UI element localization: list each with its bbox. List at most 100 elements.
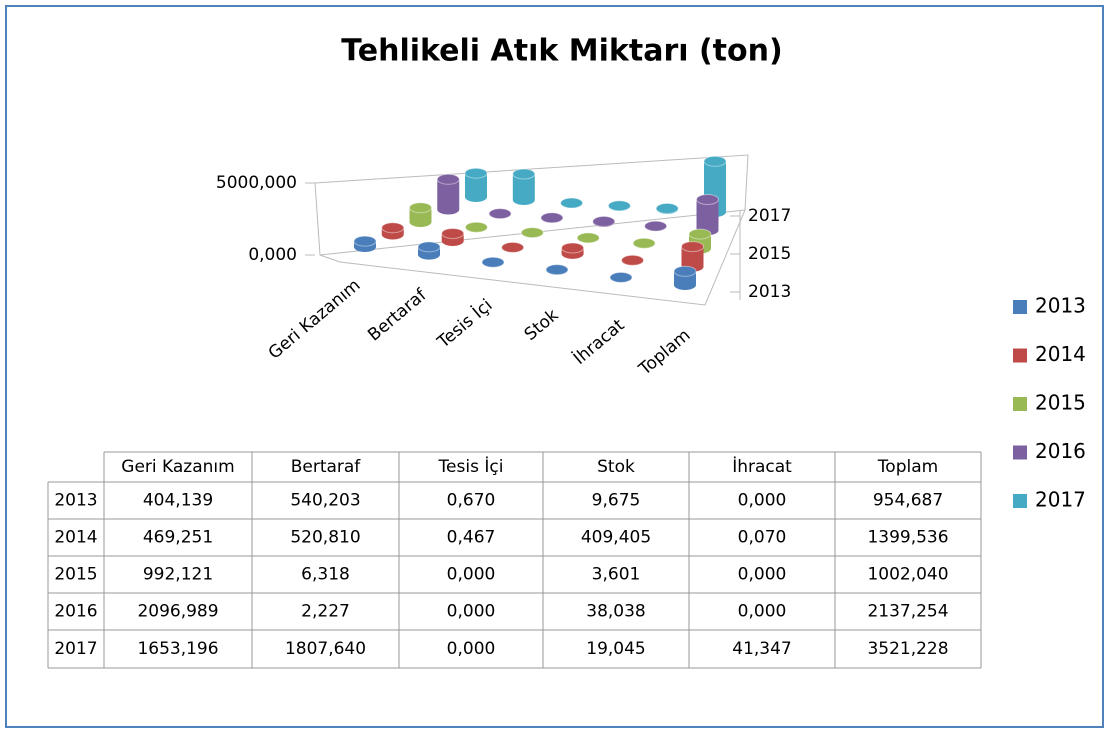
chart-title: Tehlikeli Atık Miktarı (ton) [341,34,782,69]
table-cell: 469,251 [143,528,213,548]
table-cell: 1399,536 [867,528,948,548]
cylinder-top [703,155,727,167]
cylinder [353,235,377,252]
legend-label: 2015 [1035,391,1086,415]
cylinder [696,193,719,236]
cylinder [632,237,656,249]
cylinder [681,241,704,272]
cylinder [655,202,679,214]
cylinder-top [409,202,432,214]
cylinder [436,173,460,215]
table-cell: 3521,228 [867,639,948,659]
cylinder [621,254,645,266]
cylinder [488,208,512,220]
legend-label: 2017 [1035,488,1086,512]
depth-label: 2015 [748,244,791,264]
cylinder [417,241,441,260]
cylinder [381,222,405,240]
cylinder-top [609,271,633,283]
cylinder [409,202,432,227]
cylinder [481,256,505,268]
cylinder-top [560,197,584,209]
cylinder [501,241,525,253]
table-cell: 0,467 [447,528,496,548]
cylinder-body [437,179,460,215]
table-cell: 0,000 [738,491,787,511]
table-cell: 0,000 [447,602,496,622]
table-row-header: 2013 [54,491,97,511]
table-header: Geri Kazanım [121,457,234,477]
cylinder [441,227,465,246]
cylinder [609,271,633,283]
table-cell: 404,139 [143,491,213,511]
table-cell: 0,070 [738,528,787,548]
cylinder [561,242,585,259]
table-cell: 19,045 [586,639,645,659]
cylinder-top [545,264,569,276]
cylinder-top [540,212,564,224]
legend-swatch [1013,494,1027,508]
legend-label: 2014 [1035,342,1086,366]
cylinder-body [674,271,696,290]
cylinder-top [621,254,645,266]
cylinder-top [607,200,631,212]
legend-swatch [1013,348,1027,363]
cylinder-top [488,208,512,220]
depth-label: 2017 [748,206,791,226]
cylinder-body [512,173,535,205]
depth-label: 2013 [748,282,791,302]
cylinder-top [673,265,697,277]
cylinder-body [465,173,487,202]
cylinder-top [441,227,465,239]
cylinder [464,167,488,202]
data-table [47,451,982,669]
table-header: Toplam [877,457,938,477]
cylinder-top [688,228,712,240]
cylinder-top [576,232,600,244]
cylinder-top [561,242,585,254]
table-cell: 992,121 [143,565,213,585]
cylinder [464,221,488,233]
table-header: Bertaraf [291,457,362,477]
cylinder-body [409,207,432,227]
cylinder [540,212,564,224]
table-row-header: 2016 [54,602,97,622]
table-header: Stok [597,457,635,477]
table-cell: 520,810 [290,528,360,548]
legend-label: 2016 [1035,439,1086,463]
cylinder-top [381,222,405,234]
cylinder [545,264,569,276]
cylinder [644,220,668,232]
table-cell: 6,318 [301,565,350,585]
cylinder-top [512,168,536,180]
cylinder [560,197,584,209]
cylinder [673,265,697,290]
cylinder-top [353,235,377,247]
table-cell: 9,675 [592,491,641,511]
legend-swatch [1013,397,1027,411]
chart-walls [314,154,749,306]
wall-lines [314,154,749,306]
cylinder-top [655,202,679,214]
y-tick-label: 0,000 [248,245,297,265]
table-header: Tesis İçi [438,456,504,477]
table-cell: 41,347 [732,639,791,659]
table-row-header: 2014 [54,528,97,548]
table-row-header: 2015 [54,565,97,585]
cylinder-top [632,237,656,249]
table-cell: 0,670 [447,491,496,511]
cylinder [520,227,544,239]
table-header: İhracat [732,456,792,477]
legend-label: 2013 [1035,294,1086,318]
cylinder-top [681,241,704,253]
cylinder-body [696,199,719,236]
table-cell: 2137,254 [867,602,948,622]
cylinder-top [436,173,460,185]
cylinder-top [464,221,488,233]
cylinder [576,232,600,244]
frame [5,5,1104,728]
table-cell: 0,000 [738,602,787,622]
table-cell: 3,601 [592,565,641,585]
table-cell: 954,687 [873,491,943,511]
